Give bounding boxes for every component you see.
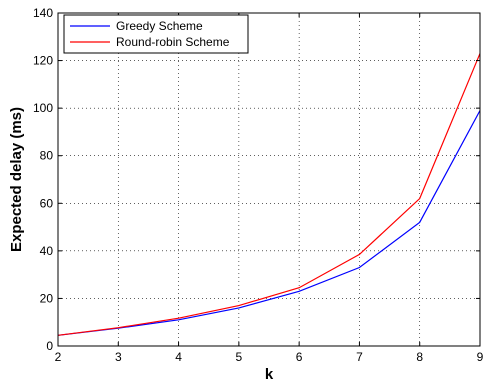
legend-label: Round-robin Scheme (116, 35, 230, 49)
legend-box (63, 14, 249, 54)
x-axis-label: k (265, 366, 274, 381)
x-tick-label: 7 (356, 350, 363, 364)
plot-frame (57, 12, 481, 347)
y-tick-label: 80 (40, 149, 54, 163)
y-tick-label: 0 (46, 339, 53, 353)
series-line-1 (57, 53, 481, 336)
y-tick-label: 120 (33, 54, 53, 68)
series-line-0 (57, 110, 481, 336)
series-lines (57, 53, 481, 336)
x-tick-label: 6 (296, 350, 303, 364)
x-tick-label: 2 (55, 350, 62, 364)
x-tick-label: 3 (115, 350, 122, 364)
y-tick-label: 60 (40, 196, 54, 210)
y-tick-label: 100 (33, 101, 53, 115)
legend: Greedy Scheme Round-robin Scheme (63, 14, 249, 54)
x-tick-label: 9 (477, 350, 483, 364)
y-tick-label: 20 (40, 291, 54, 305)
x-tick-label: 8 (416, 350, 423, 364)
y-ticks: 0 20 40 60 80 100 120 140 (33, 6, 480, 353)
y-tick-label: 40 (40, 244, 54, 258)
legend-label: Greedy Scheme (116, 19, 203, 33)
x-tick-label: 5 (236, 350, 243, 364)
plot-background (58, 13, 480, 346)
y-tick-label: 140 (33, 6, 53, 20)
y-axis-label: Expected delay (ms) (8, 107, 25, 252)
x-tick-label: 4 (175, 350, 182, 364)
